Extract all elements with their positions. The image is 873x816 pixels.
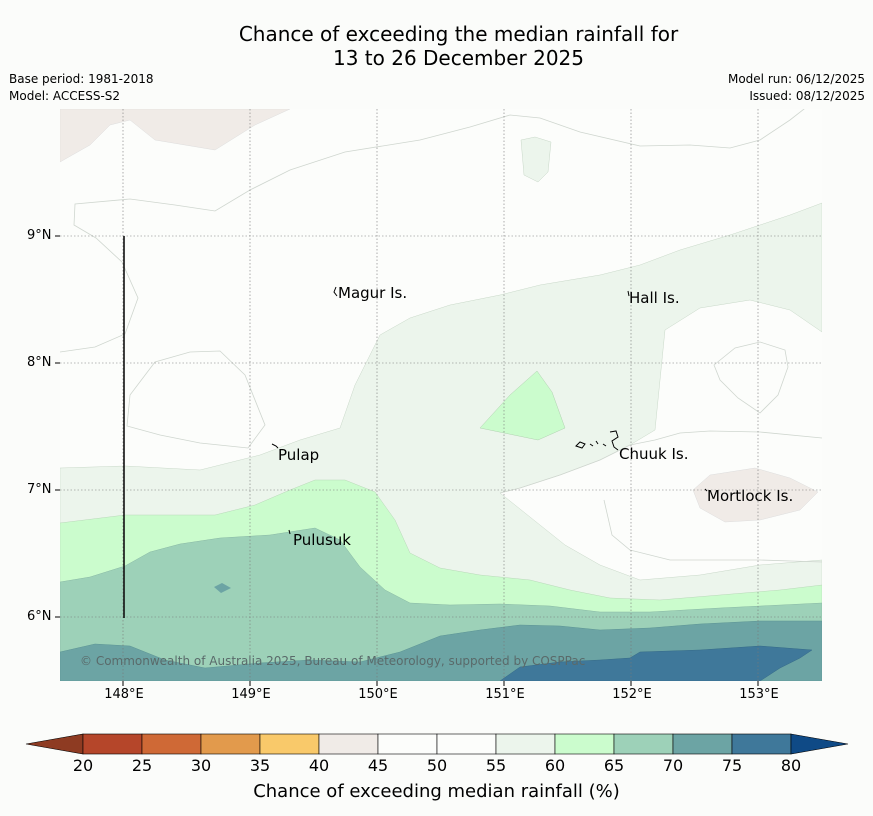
- lon-label-152e: 152°E: [612, 687, 652, 702]
- model-run: Model run: 06/12/2025: [727, 72, 865, 86]
- meta-left: Base period: 1981-2018 Model: ACCESS-S2: [9, 71, 154, 105]
- island-outlines: [271, 286, 708, 535]
- colorbar-cell-55-60: [495, 733, 556, 755]
- colorbar-label: Chance of exceeding median rainfall (%): [253, 781, 620, 802]
- region-60-65-centre: [479, 370, 566, 441]
- mortlock-island-icon: [704, 488, 708, 492]
- colorbar-cell-25-30: [141, 733, 202, 755]
- colorbar-cell-70-75: [672, 733, 733, 755]
- lon-label-151e: 151°E: [485, 687, 525, 702]
- meta-right: Model run: 06/12/2025 Issued: 08/12/2025: [728, 71, 865, 105]
- colorbar-cell-30-35: [200, 733, 261, 755]
- place-hall: Hall Is.: [629, 289, 680, 307]
- map-fill-layer: [60, 109, 822, 681]
- pulusuk-island-icon: [288, 529, 291, 535]
- lon-label-149e: 149°E: [231, 687, 271, 702]
- colorbar-tick-30: 30: [190, 756, 212, 775]
- region-40-45-mortlock: [692, 467, 819, 523]
- lat-label-9n: 9°N: [27, 228, 52, 243]
- colorbar-cell-65-70: [613, 733, 674, 755]
- colorbar-cell-60-65: [554, 733, 615, 755]
- place-pulusuk: Pulusuk: [293, 531, 351, 549]
- base-period: Base period: 1981-2018: [9, 72, 154, 86]
- region-70-75-blob: [214, 583, 231, 593]
- region-40-45-north: [60, 109, 291, 163]
- colorbar-tick-20: 20: [72, 756, 94, 775]
- title-line-2: 13 to 26 December 2025: [332, 46, 584, 70]
- colorbar-tick-50: 50: [426, 756, 448, 775]
- lon-label-150e: 150°E: [358, 687, 398, 702]
- lat-label-7n: 7°N: [27, 482, 52, 497]
- lon-label-148e: 148°E: [104, 687, 144, 702]
- colorbar-tick-55: 55: [485, 756, 507, 775]
- region-55-60-north: [520, 136, 552, 183]
- colorbar-over-arrow: [790, 733, 849, 755]
- model-name: Model: ACCESS-S2: [9, 89, 121, 103]
- colorbar-tick-65: 65: [603, 756, 625, 775]
- magur-island-icon: [333, 286, 338, 297]
- chart-title: Chance of exceeding the median rainfall …: [0, 22, 873, 70]
- colorbar-tick-45: 45: [367, 756, 389, 775]
- region-75-80: [499, 645, 813, 681]
- axis-ticks: [55, 235, 759, 686]
- colorbar-cell-20-25: [82, 733, 143, 755]
- colorbar-tick-35: 35: [249, 756, 271, 775]
- colorbar-tick-75: 75: [721, 756, 743, 775]
- contour-lines: [60, 109, 822, 563]
- lat-label-6n: 6°N: [27, 609, 52, 624]
- place-mortlock: Mortlock Is.: [707, 487, 794, 505]
- colorbar-cell-35-40: [259, 733, 320, 755]
- hall-island-icon: [627, 290, 630, 297]
- lon-label-153e: 153°E: [739, 687, 779, 702]
- lat-label-8n: 8°N: [27, 355, 52, 370]
- colorbar-cell-75-80: [731, 733, 792, 755]
- colorbar-cell-45-50: [377, 733, 438, 755]
- colorbar-tick-80: 80: [780, 756, 802, 775]
- place-chuuk: Chuuk Is.: [619, 445, 689, 463]
- colorbar-tick-25: 25: [131, 756, 153, 775]
- colorbar-tick-60: 60: [544, 756, 566, 775]
- copyright-text: © Commonwealth of Australia 2025, Bureau…: [80, 654, 586, 668]
- pulap-island-icon: [271, 443, 279, 449]
- colorbar-cell-50-55: [436, 733, 497, 755]
- colorbar-tick-40: 40: [308, 756, 330, 775]
- colorbar-cell-40-45: [318, 733, 379, 755]
- gridlines: [60, 109, 822, 681]
- place-magur: Magur Is.: [338, 284, 408, 302]
- colorbar-cells: [82, 733, 792, 755]
- title-line-1: Chance of exceeding the median rainfall …: [238, 22, 679, 46]
- colorbar-under-arrow: [25, 733, 84, 755]
- colorbar-tick-70: 70: [662, 756, 684, 775]
- issued-date: Issued: 08/12/2025: [749, 89, 865, 103]
- place-pulap: Pulap: [278, 446, 320, 464]
- chuuk-islands-icon: [575, 430, 619, 451]
